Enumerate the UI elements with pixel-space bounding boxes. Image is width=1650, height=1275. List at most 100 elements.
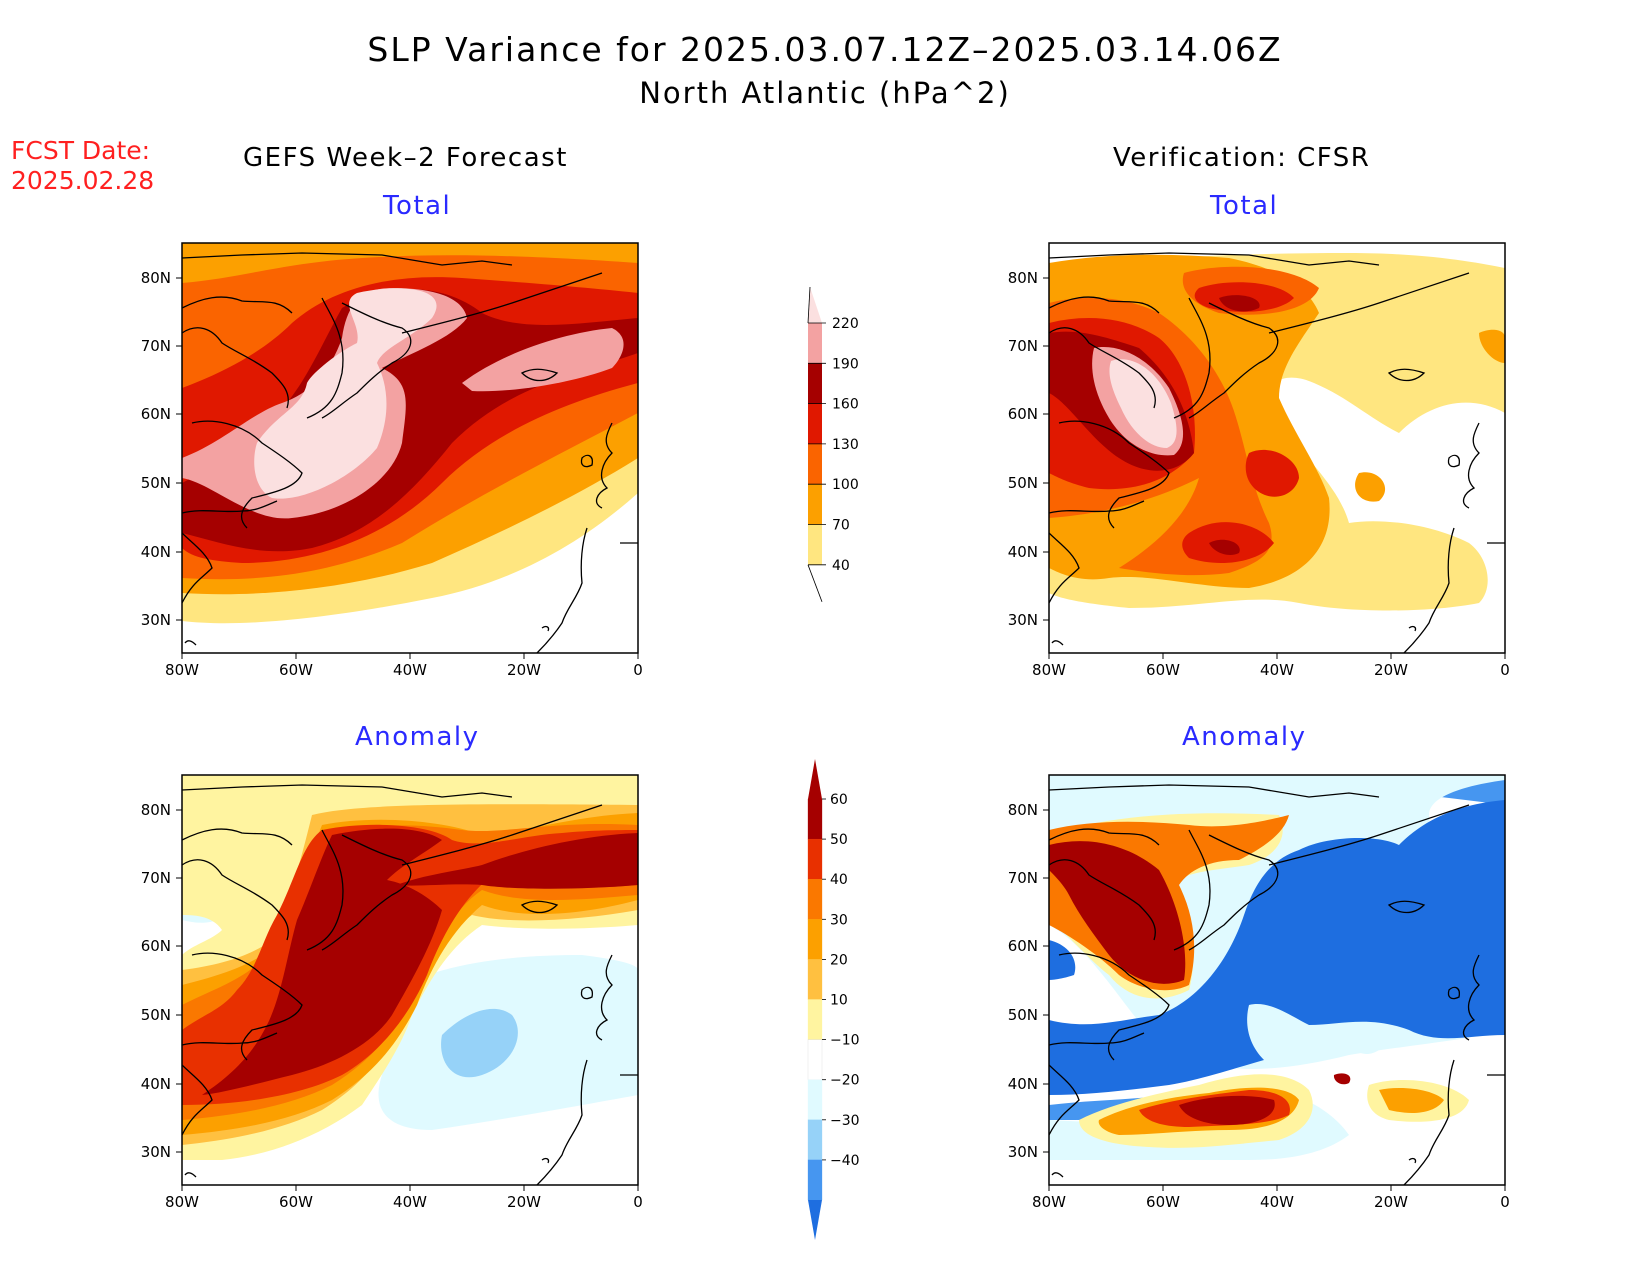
verification-anomaly-contours (1049, 775, 1505, 1160)
lon-label: 80W (1032, 1193, 1066, 1211)
lat-label: 50N (1008, 1006, 1038, 1024)
lon-label: 20W (1374, 1193, 1408, 1211)
anomaly-colorbar-label: 60 (830, 792, 848, 808)
verification-anomaly-contour-region-11 (1049, 841, 1186, 984)
verification-total-contour-region-6 (1109, 359, 1177, 448)
lat-label: 70N (141, 337, 171, 355)
lat-label: 30N (1008, 611, 1038, 629)
total-colorbar-box (808, 403, 822, 444)
lon-label: 80W (1032, 661, 1066, 679)
chart-title-line1: SLP Variance for 2025.03.07.12Z–2025.03.… (367, 30, 1283, 69)
anomaly-colorbar-box (807, 999, 823, 1040)
lat-label: 30N (141, 1143, 171, 1161)
anomaly-colorbar-bottom-arrow (808, 1200, 822, 1240)
anomaly-colorbar-box (807, 1119, 823, 1161)
panel-title-verification-total: Total (1210, 191, 1279, 221)
anomaly-colorbar-label: −30 (830, 1113, 860, 1129)
anomaly-colorbar: 60 50 40 30 20 10 −10 −20 −30 −40 (807, 759, 860, 1240)
lon-label: 40W (1260, 661, 1294, 679)
chart-title-line2: North Atlantic (hPa^2) (639, 76, 1011, 110)
lon-label: 60W (279, 1193, 313, 1211)
forecast-total-contour-region-7 (254, 288, 437, 499)
forecast-date: FCST Date: 2025.02.28 (11, 136, 154, 196)
forecast-total-contours (182, 243, 638, 624)
lon-label: 40W (393, 1193, 427, 1211)
verification-column-heading: Verification: CFSR (1113, 143, 1371, 173)
lon-label: 0 (633, 661, 643, 679)
total-colorbar-label: 160 (832, 397, 859, 413)
total-colorbar-label: 190 (832, 356, 859, 372)
panel-title-verification-anomaly: Anomaly (1182, 722, 1307, 752)
lat-label: 50N (141, 1006, 171, 1024)
forecast-anomaly-contour-region-7 (202, 828, 442, 1095)
anomaly-colorbar-label: 10 (830, 993, 848, 1009)
lat-label: 80N (141, 269, 171, 287)
total-colorbar-bottom-edge (807, 564, 823, 602)
lat-label: 60N (141, 937, 171, 955)
total-colorbar-box (808, 524, 822, 565)
lat-label: 50N (1008, 474, 1038, 492)
panel-title-forecast-anomaly: Anomaly (355, 722, 480, 752)
total-colorbar-box (808, 323, 822, 364)
lat-label: 70N (1008, 337, 1038, 355)
lon-label: 80W (165, 661, 199, 679)
lat-label: 40N (1008, 543, 1038, 561)
lat-label: 80N (1008, 801, 1038, 819)
lat-label: 80N (1008, 269, 1038, 287)
anomaly-colorbar-label: −20 (830, 1073, 860, 1089)
lat-label: 80N (141, 801, 171, 819)
total-colorbar-label: 130 (832, 437, 859, 453)
lat-label: 40N (141, 543, 171, 561)
lon-label: 80W (165, 1193, 199, 1211)
verification-anomaly-map: 80N 70N 60N 50N 40N 30N 80W 60W 40W 20W 0 (1008, 774, 1510, 1211)
lon-label: 0 (633, 1193, 643, 1211)
verification-anomaly-contour-region-8 (1179, 1073, 1351, 1125)
lon-label: 0 (1500, 1193, 1510, 1211)
panel-title-forecast-total: Total (383, 191, 452, 221)
lon-label: 20W (1374, 661, 1408, 679)
anomaly-colorbar-label: −40 (830, 1153, 860, 1169)
total-colorbar-box (808, 443, 822, 485)
forecast-date-value: 2025.02.28 (11, 166, 155, 195)
lat-label: 60N (1008, 405, 1038, 423)
anomaly-colorbar-top-arrow (808, 759, 822, 799)
lat-label: 70N (141, 869, 171, 887)
total-colorbar-label: 40 (832, 558, 850, 574)
lat-label: 30N (1008, 1143, 1038, 1161)
anomaly-colorbar-label: 20 (830, 952, 848, 968)
lat-label: 50N (141, 474, 171, 492)
forecast-anomaly-contour-region-1 (441, 1008, 518, 1078)
lat-label: 40N (1008, 1075, 1038, 1093)
lon-label: 40W (393, 661, 427, 679)
forecast-column-heading: GEFS Week–2 Forecast (243, 143, 568, 173)
lat-label: 70N (1008, 869, 1038, 887)
anomaly-colorbar-box (807, 959, 823, 1000)
total-colorbar-label: 70 (832, 518, 850, 534)
lat-label: 60N (141, 405, 171, 423)
anomaly-colorbar-label: 50 (830, 832, 848, 848)
verification-total-map: 80N 70N 60N 50N 40N 30N 80W 60W 40W 20W 0 (1008, 242, 1510, 679)
total-colorbar-top-arrow (808, 287, 822, 323)
lat-label: 60N (1008, 937, 1038, 955)
anomaly-colorbar-box (807, 838, 823, 880)
lon-label: 20W (507, 1193, 541, 1211)
anomaly-colorbar-label: 40 (830, 872, 848, 888)
verification-anomaly-contour-region-2 (1049, 800, 1505, 1095)
lon-label: 40W (1260, 1193, 1294, 1211)
anomaly-colorbar-box (807, 1159, 823, 1201)
lon-label: 60W (1146, 1193, 1180, 1211)
total-colorbar-box (808, 484, 822, 525)
anomaly-colorbar-box (807, 1039, 823, 1080)
lon-label: 20W (507, 661, 541, 679)
total-colorbar-label: 100 (832, 477, 859, 493)
forecast-total-map: 80N 70N 60N 50N 40N 30N 80W 60W 40W 20W 0 (141, 242, 643, 679)
forecast-anomaly-map: 80N 70N 60N 50N 40N 30N 80W 60W 40W 20W 0 (141, 774, 643, 1211)
forecast-date-label: FCST Date: (11, 136, 151, 165)
anomaly-colorbar-box (807, 1079, 823, 1120)
total-colorbar-label: 220 (832, 316, 859, 332)
lon-label: 0 (1500, 661, 1510, 679)
lat-label: 30N (141, 611, 171, 629)
total-colorbar-top-edge (807, 286, 811, 324)
total-colorbar-box (808, 363, 822, 404)
